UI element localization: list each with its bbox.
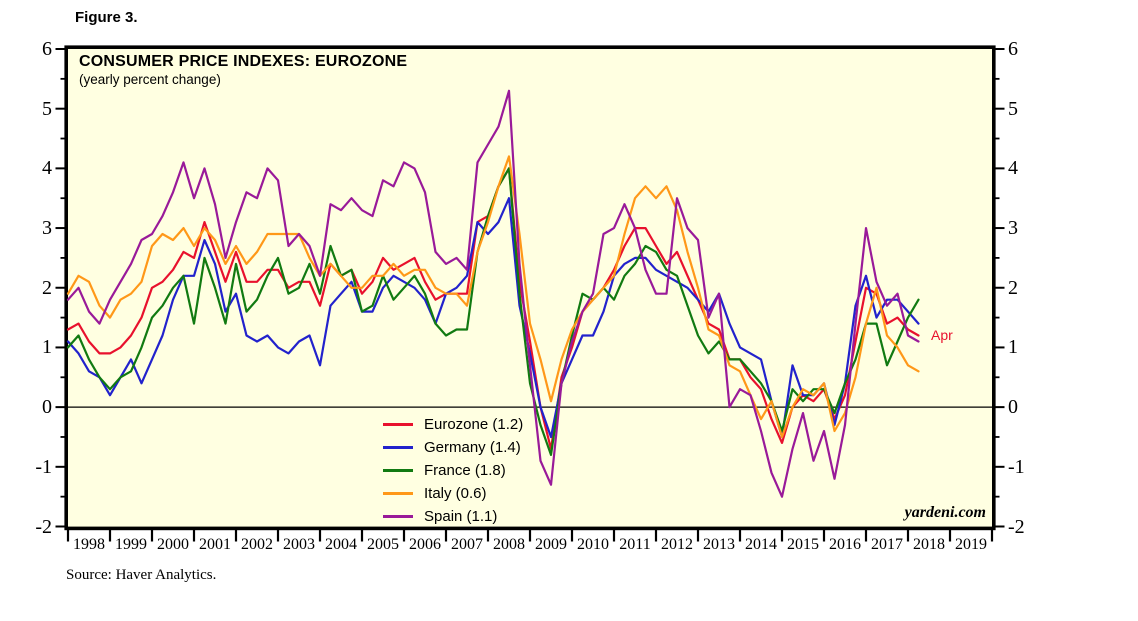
figure-label: Figure 3. (75, 9, 138, 26)
x-axis-label: 2005 (367, 536, 399, 553)
x-axis-label: 2007 (451, 536, 483, 553)
y-axis-label-right: 0 (1008, 396, 1018, 419)
x-axis-label: 2018 (913, 536, 945, 553)
y-axis-label-right: -2 (1008, 515, 1025, 538)
x-axis-label: 2011 (619, 536, 651, 553)
x-axis-label: 2003 (283, 536, 315, 553)
watermark: yardeni.com (904, 504, 986, 521)
x-axis-label: 2000 (157, 536, 189, 553)
x-axis-label: 2012 (661, 536, 693, 553)
series-line-italy (66, 155, 920, 439)
legend-label: France (1.8) (424, 462, 506, 479)
y-axis-label-left: 3 (42, 217, 52, 240)
x-axis-label: 2017 (871, 536, 903, 553)
source-note: Source: Haver Analytics. (66, 567, 217, 583)
series-line-spain (66, 89, 920, 498)
x-axis-label: 2002 (241, 536, 273, 553)
legend-swatch-eurozone (383, 423, 413, 426)
x-axis-label: 2016 (829, 536, 861, 553)
y-axis-label-left: 5 (42, 97, 52, 120)
y-axis-label-right: -1 (1008, 455, 1025, 478)
chart-title: CONSUMER PRICE INDEXES: EUROZONE (79, 53, 408, 70)
legend-swatch-spain (383, 515, 413, 518)
latest-point-label: Apr (931, 327, 953, 343)
y-axis-label-right: 5 (1008, 97, 1018, 120)
y-axis-label-right: 4 (1008, 157, 1018, 180)
legend-label: Germany (1.4) (424, 439, 521, 456)
legend-row-germany: Germany (1.4) (383, 436, 523, 459)
legend-swatch-italy (383, 492, 413, 495)
y-axis-label-left: -1 (35, 455, 52, 478)
legend-label: Eurozone (1.2) (424, 416, 524, 433)
x-axis-label: 2010 (577, 536, 609, 553)
y-axis-label-left: 4 (42, 157, 52, 180)
x-axis-label: 2015 (787, 536, 819, 553)
legend-row-spain: Spain (1.1) (383, 505, 523, 528)
y-axis-label-right: 1 (1008, 336, 1018, 359)
y-axis-label-right: 6 (1008, 38, 1018, 60)
x-axis-label: 2004 (325, 536, 357, 553)
x-axis-label: 1998 (73, 536, 105, 553)
legend-swatch-germany (383, 446, 413, 449)
legend-swatch-france (383, 469, 413, 472)
y-axis-label-left: 6 (42, 38, 52, 60)
legend-row-france: France (1.8) (383, 459, 523, 482)
legend-label: Spain (1.1) (424, 508, 498, 525)
chart-subtitle: (yearly percent change) (79, 72, 221, 87)
x-axis-label: 1999 (115, 536, 147, 553)
x-axis-label: 2019 (955, 536, 987, 553)
x-axis-label: 2013 (703, 536, 735, 553)
plot-frame (64, 45, 996, 531)
y-axis-label-left: 2 (42, 276, 52, 299)
y-axis-label-left: 0 (42, 396, 52, 419)
x-axis-label: 2006 (409, 536, 441, 553)
x-axis-label: 2014 (745, 536, 777, 553)
legend-row-eurozone: Eurozone (1.2) (383, 413, 523, 436)
legend-label: Italy (0.6) (424, 485, 487, 502)
legend-row-italy: Italy (0.6) (383, 482, 523, 505)
y-axis-label-left: 1 (42, 336, 52, 359)
x-axis-label: 2001 (199, 536, 231, 553)
y-axis-label-right: 2 (1008, 276, 1018, 299)
y-axis-label-right: 3 (1008, 217, 1018, 240)
x-axis-label: 2008 (493, 536, 525, 553)
x-axis-label: 2009 (535, 536, 567, 553)
y-axis-label-left: -2 (35, 515, 52, 538)
legend: Eurozone (1.2) Germany (1.4) France (1.8) I… (383, 413, 523, 528)
